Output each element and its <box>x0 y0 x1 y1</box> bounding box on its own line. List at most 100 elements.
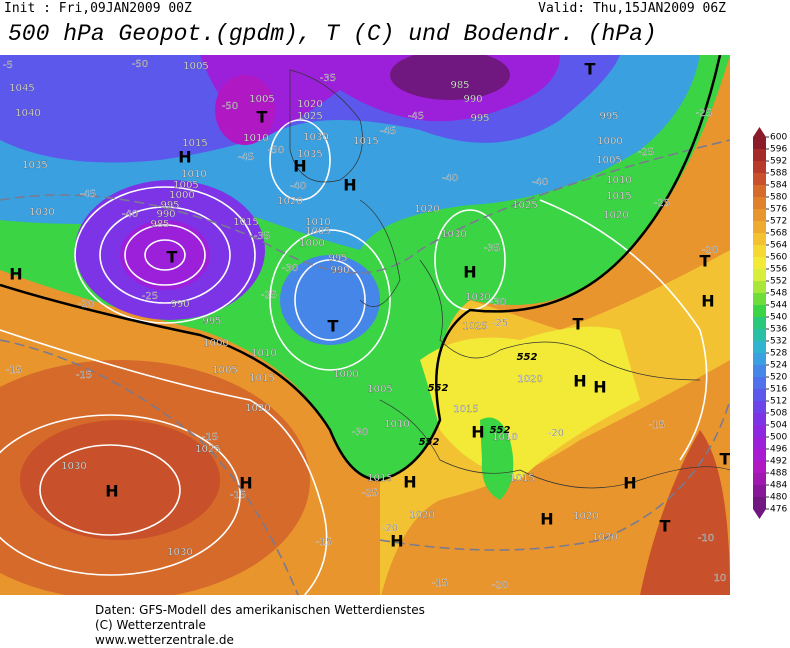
isotherms <box>0 139 730 595</box>
pressure-label: 990 <box>170 299 189 310</box>
pressure-label: 990 <box>330 265 349 276</box>
pressure-label: 1030 <box>465 292 490 303</box>
colorbar-tick-label: 516 <box>770 385 787 395</box>
colorbar-tick-label: 536 <box>770 325 787 335</box>
pressure-label: 1015 <box>233 217 258 228</box>
pressure-label: 1045 <box>9 83 34 94</box>
temperature-label: -40 <box>122 209 138 220</box>
pressure-label: 1020 <box>245 403 270 414</box>
colorbar-cell <box>753 341 766 354</box>
colorbar-cell <box>753 485 766 498</box>
pressure-label: 995 <box>470 113 489 124</box>
temperature-label: -30 <box>490 297 506 308</box>
colorbar-tick-label: 480 <box>770 493 787 503</box>
colorbar-cell <box>753 353 766 366</box>
colorbar-tick-label: 504 <box>770 421 787 431</box>
pressure-label: 1015 <box>606 191 631 202</box>
colorbar-cell <box>753 437 766 450</box>
colorbar-cell <box>753 497 766 510</box>
pressure-label: 1005 <box>183 61 208 72</box>
pressure-center: H <box>178 148 191 167</box>
temperature-label: -40 <box>290 181 306 192</box>
pressure-center: T <box>167 248 178 267</box>
temperature-label: -25 <box>362 488 378 499</box>
isohypse-label: 552 <box>490 425 511 436</box>
colorbar-tick-label: 552 <box>770 277 787 287</box>
footer-copyright: (C) Wetterzentrale <box>95 618 206 632</box>
colorbar-tick-label: 492 <box>770 457 787 467</box>
colorbar-cell <box>753 233 766 246</box>
pressure-label: 1010 <box>606 175 631 186</box>
pressure-center: H <box>471 423 484 442</box>
pressure-label: 1000 <box>203 338 228 349</box>
temperature-label: -25 <box>142 291 158 302</box>
colorbar-cell <box>753 293 766 306</box>
colorbar-tick-label: 500 <box>770 433 787 443</box>
colorbar-tick-label: 560 <box>770 253 787 263</box>
colorbar-tick-label: 488 <box>770 469 787 479</box>
pressure-label: 1025 <box>297 111 322 122</box>
pressure-label: 990 <box>156 209 175 220</box>
colorbar-tick-label: 584 <box>770 181 787 191</box>
colorbar-cell <box>753 317 766 330</box>
temperature-label: -45 <box>80 189 96 200</box>
temperature-label: -25 <box>696 108 712 119</box>
colorbar-tick-label: 580 <box>770 193 787 203</box>
footer-source: Daten: GFS-Modell des amerikanischen Wet… <box>95 603 425 617</box>
pressure-label: 1030 <box>303 132 328 143</box>
pressure-label: 1005 <box>367 384 392 395</box>
pressure-label: 995 <box>160 200 179 211</box>
temperature-label: -20 <box>702 245 718 256</box>
temperature-label: -15 <box>649 420 665 431</box>
pressure-label: 1020 <box>409 510 434 521</box>
pressure-label: 995 <box>202 316 221 327</box>
temperature-label: -20 <box>78 299 94 310</box>
temperature-label: -20 <box>382 523 398 534</box>
pressure-label: 1025 <box>462 321 487 332</box>
colorbar-tick-label: 544 <box>770 301 787 311</box>
isohypse-552 <box>0 55 722 482</box>
temperature-label: -50 <box>132 59 148 70</box>
isohypse-label: 552 <box>517 352 538 363</box>
temperature-label: -35 <box>484 243 500 254</box>
pressure-label: 1010 <box>492 432 517 443</box>
temperature-label: -15 <box>316 537 332 548</box>
pressure-label: 1020 <box>603 210 628 221</box>
colorbar-tick-label: 512 <box>770 397 787 407</box>
colorbar-tick-label: 484 <box>770 481 787 491</box>
pressure-label: 1010 <box>384 419 409 430</box>
pressure-center: H <box>9 265 22 284</box>
pressure-center: H <box>593 378 606 397</box>
temperature-label: -45 <box>238 152 254 163</box>
pressure-label: 1030 <box>167 547 192 558</box>
pressure-label: 1015 <box>182 138 207 149</box>
init-time: Init : Fri,09JAN2009 00Z <box>4 1 192 16</box>
temperature-label: -15 <box>432 578 448 589</box>
pressure-center: T <box>328 317 339 336</box>
colorbar-cell <box>753 377 766 390</box>
pressure-label: 1010 <box>305 217 330 228</box>
colorbar-cell <box>753 461 766 474</box>
pressure-label: 1015 <box>367 473 392 484</box>
colorbar-cell <box>753 209 766 222</box>
temperature-label: -25 <box>638 147 654 158</box>
temperature-label: -15 <box>202 432 218 443</box>
pressure-center: T <box>257 108 268 127</box>
colorbar-tick-label: 576 <box>770 205 787 215</box>
pressure-center: H <box>701 292 714 311</box>
colorbar-tick-label: 596 <box>770 145 787 155</box>
pressure-label: 1000 <box>299 238 324 249</box>
colorbar-tick-label: 572 <box>770 217 787 227</box>
pressure-label: 1005 <box>249 94 274 105</box>
temperature-label: -35 <box>320 73 336 84</box>
temperature-label: -20 <box>492 580 508 591</box>
pressure-label: 1030 <box>441 229 466 240</box>
pressure-label: 1020 <box>573 511 598 522</box>
temperature-label: -30 <box>352 427 368 438</box>
colorbar-tick-label: 600 <box>770 133 787 143</box>
pressure-label: 1025 <box>195 444 220 455</box>
temperature-label: -45 <box>408 111 424 122</box>
temperature-label: -15 <box>76 370 92 381</box>
temperature-label: -10 <box>698 533 714 544</box>
temperature-label: -50 <box>268 145 284 156</box>
